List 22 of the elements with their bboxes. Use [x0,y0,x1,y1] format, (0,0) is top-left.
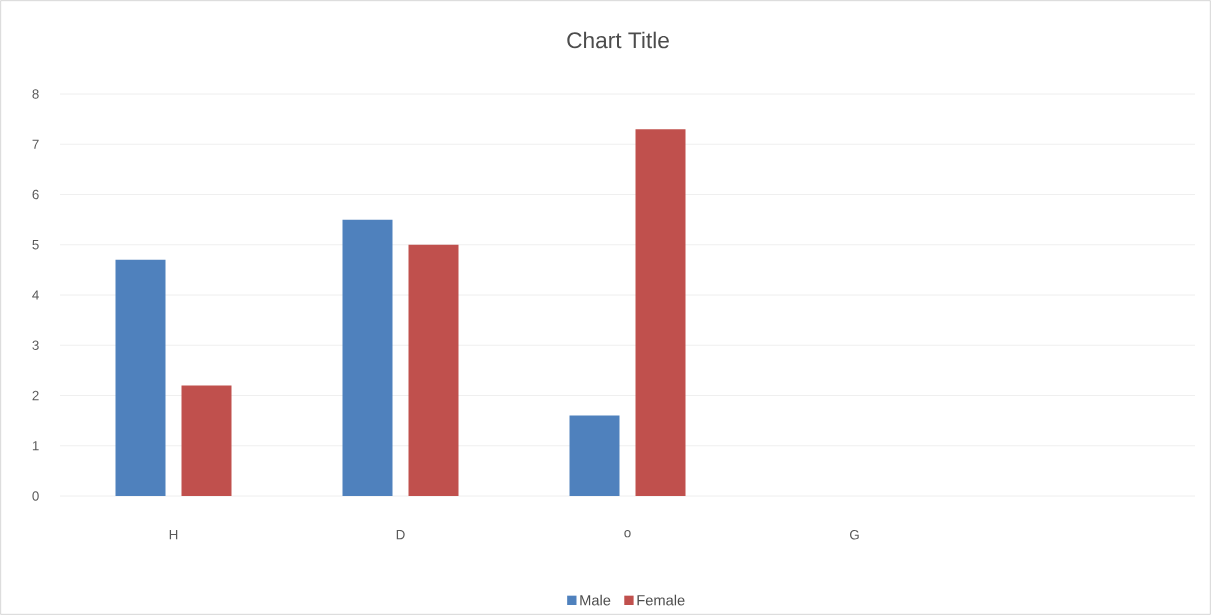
legend-label: Female [637,594,685,606]
y-tick-label: 6 [32,189,39,200]
y-tick-label: 0 [32,491,39,501]
x-tick-label: H [169,530,178,540]
bar [635,129,686,496]
y-tick-label: 8 [32,89,39,99]
y-tick-label: 4 [32,290,39,300]
y-tick-label: 2 [32,390,39,401]
x-tick-label: o [624,530,631,538]
bar [408,244,459,496]
chart-title: Chart Title [567,31,669,49]
x-tick-label: D [396,530,405,540]
y-tick-label: 3 [32,340,39,350]
y-tick-label: 5 [32,240,39,250]
bar [115,259,166,496]
y-tick-label: 7 [32,139,39,149]
legend-label: Male [580,594,611,606]
y-tick-label: 1 [32,441,39,451]
bar [342,219,393,496]
bar [181,385,232,496]
x-tick-label: G [849,530,859,540]
bar [569,415,620,496]
